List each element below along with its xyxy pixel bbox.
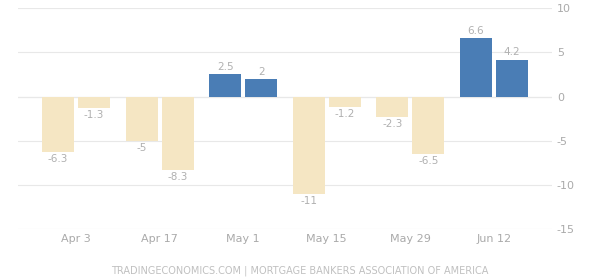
Text: -8.3: -8.3 — [167, 172, 188, 182]
Text: 4.2: 4.2 — [503, 47, 520, 57]
Text: -2.3: -2.3 — [382, 119, 403, 129]
Text: -5: -5 — [137, 143, 147, 153]
Bar — [412, 97, 444, 154]
Text: 6.6: 6.6 — [467, 26, 484, 36]
Bar — [245, 79, 277, 97]
Text: -1.3: -1.3 — [84, 110, 104, 120]
Bar — [329, 97, 361, 107]
Bar — [293, 97, 325, 194]
Text: 2.5: 2.5 — [217, 62, 233, 72]
Bar — [496, 59, 528, 97]
Text: -6.3: -6.3 — [48, 154, 68, 164]
Bar — [162, 97, 194, 170]
Bar — [126, 97, 158, 141]
Text: TRADINGECONOMICS.COM | MORTGAGE BANKERS ASSOCIATION OF AMERICA: TRADINGECONOMICS.COM | MORTGAGE BANKERS … — [112, 266, 488, 276]
Text: -6.5: -6.5 — [418, 156, 439, 166]
Text: -11: -11 — [301, 196, 317, 206]
Bar — [209, 74, 241, 97]
Bar — [42, 97, 74, 152]
Text: 2: 2 — [258, 67, 265, 77]
Text: -1.2: -1.2 — [335, 109, 355, 119]
Bar — [376, 97, 408, 117]
Bar — [78, 97, 110, 108]
Bar — [460, 38, 492, 97]
